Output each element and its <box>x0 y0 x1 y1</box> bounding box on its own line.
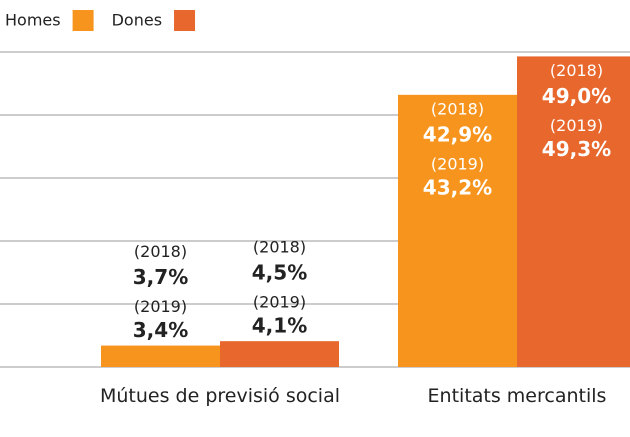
year-label: (2018) <box>253 238 306 257</box>
year-label: (2019) <box>253 293 306 312</box>
data-label: 4,5% <box>252 261 307 285</box>
year-label: (2018) <box>431 99 484 118</box>
x-tick-label: Entitats mercantils <box>427 385 607 407</box>
data-label: 3,7% <box>133 265 188 289</box>
year-label: (2018) <box>134 242 187 261</box>
data-label: 3,4% <box>133 318 188 342</box>
year-label: (2019) <box>134 297 187 316</box>
year-label: (2019) <box>431 154 484 173</box>
x-tick-label: Mútues de previsió social <box>99 385 341 407</box>
bar <box>517 56 630 367</box>
data-label: 43,2% <box>423 175 492 199</box>
year-label: (2018) <box>550 61 603 80</box>
legend-swatch <box>174 10 196 31</box>
year-label: (2019) <box>550 116 603 135</box>
data-label: 4,1% <box>252 314 307 338</box>
legend-label: Dones <box>112 11 162 30</box>
bar <box>398 94 517 367</box>
data-label: 49,3% <box>542 137 611 161</box>
data-label: 42,9% <box>423 122 492 146</box>
legend-label: Homes <box>5 11 61 30</box>
bar <box>220 341 339 367</box>
legend-swatch <box>72 10 94 31</box>
bar <box>101 345 220 367</box>
data-label: 49,0% <box>542 84 611 108</box>
